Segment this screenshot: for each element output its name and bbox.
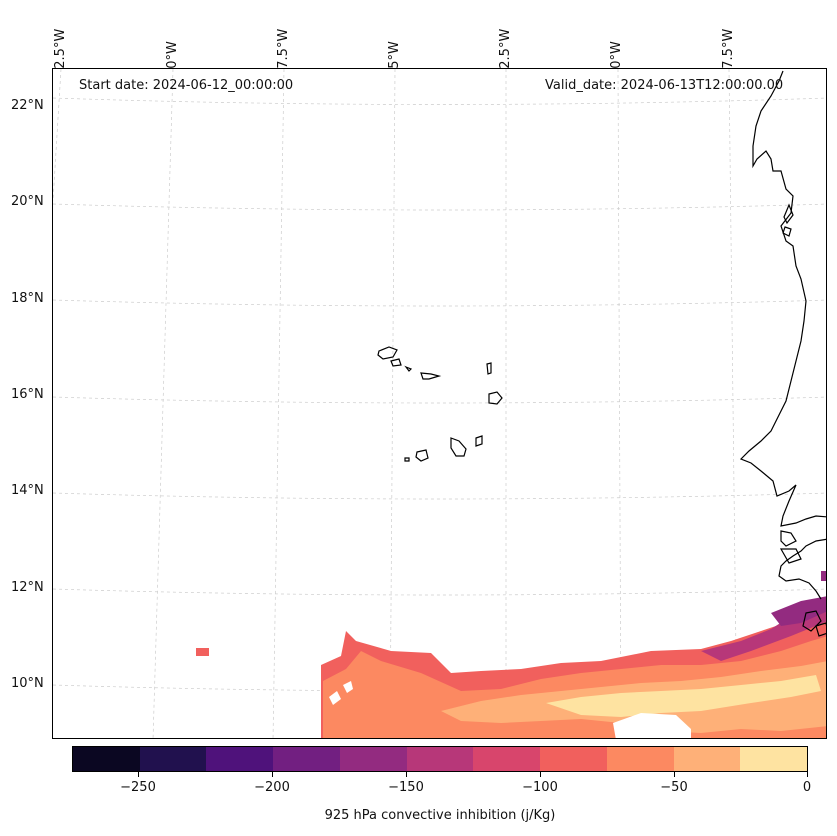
colorbar-tick-label: −50 [660,780,688,795]
coastlines [739,70,826,637]
cin-patch-small [196,648,209,656]
island-maio [475,435,483,447]
colorbar-tick [406,772,407,777]
lat-label-10n: 10°N [11,676,44,691]
start-date-label: Start date: 2024-06-12_00:00:00 [79,78,294,93]
valid-date-label: Valid_date: 2024-06-13T12:00:00.00 [545,78,784,93]
cin-gap-white-2 [329,691,341,705]
colorbar-swatch [673,747,741,771]
cin-band-purple-edge [701,596,826,661]
colorbar-tick-label: 0 [802,780,812,795]
lat-label-14n: 14°N [11,483,44,498]
african-coastline [739,70,826,527]
colorbar-swatch [406,747,474,771]
colorbar [72,746,808,772]
colorbar-swatch [206,747,274,771]
colorbar-swatch [339,747,407,771]
cin-gap-white [613,713,691,738]
colorbar-swatch [473,747,541,771]
colorbar-swatch [540,747,607,771]
colorbar-tick [272,772,273,777]
cape-verde-islands [377,346,503,462]
colorbar-tick [540,772,541,777]
map-svg [53,69,826,738]
island-santo-antao [377,346,398,360]
colorbar-tick [138,772,139,777]
lat-label-20n: 20°N [11,194,44,209]
island-boa-vista [488,391,503,405]
colorbar-tick-label: −150 [388,780,424,795]
colorbar-tick-label: −200 [254,780,290,795]
colorbar-tick [807,772,808,777]
island-sao-vicente [390,358,402,367]
cin-field [196,571,826,738]
island-santiago [450,437,467,457]
gridlines [53,69,826,738]
cin-band-lightest [546,675,821,717]
colorbar-swatch [73,747,140,771]
cin-gap-white-3 [343,681,353,693]
lat-label-22n: 22°N [11,98,44,113]
cin-patch-edge [821,571,826,581]
island-santa-luzia [404,365,413,372]
colorbar-tick [674,772,675,777]
colorbar-swatch [740,747,808,771]
african-coastline-south [778,538,826,600]
island-fogo [415,449,429,462]
map-panel [52,68,827,739]
island-sao-nicolau [420,372,442,380]
colorbar-tick-label: −100 [522,780,558,795]
lat-label-18n: 18°N [11,291,44,306]
colorbar-swatch [606,747,674,771]
lat-label-16n: 16°N [11,387,44,402]
colorbar-tick-label: −250 [120,780,156,795]
cin-band-violet [771,596,826,626]
island-brava [404,457,410,462]
colorbar-swatch [273,747,340,771]
island-sal [486,362,492,375]
colorbar-title: 925 hPa convective inhibition (j/Kg) [324,808,556,823]
lat-label-12n: 12°N [11,580,44,595]
colorbar-swatch [139,747,207,771]
